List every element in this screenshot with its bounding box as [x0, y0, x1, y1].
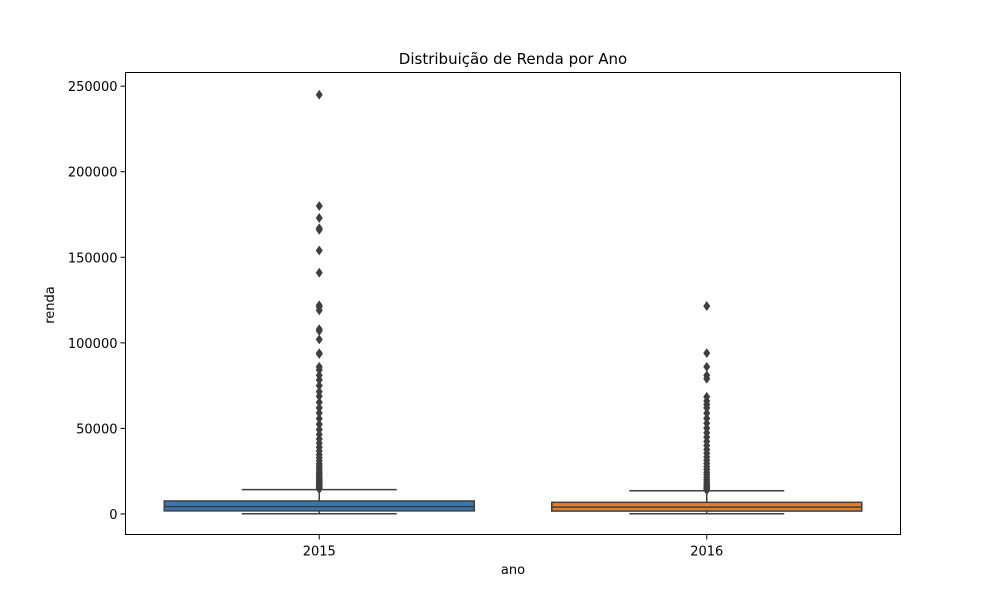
outlier-point: [315, 213, 323, 223]
outlier-point: [315, 223, 323, 234]
outlier-point: [315, 300, 323, 311]
outlier-point: [315, 408, 323, 418]
outlier-point: [703, 391, 711, 402]
outlier-point: [703, 301, 711, 311]
outlier-point: [315, 348, 323, 359]
y-tick-label: 200000: [68, 166, 118, 181]
y-tick-label: 50000: [76, 422, 117, 437]
box-group-2015: [163, 89, 475, 515]
outlier-point: [315, 424, 323, 435]
outlier-point: [315, 370, 323, 381]
x-tick-label: 2015: [303, 545, 336, 560]
box-group-2016: [551, 301, 863, 515]
outlier-point: [703, 348, 711, 359]
y-axis-label: renda: [43, 286, 58, 324]
outlier-point: [315, 361, 323, 372]
y-tick-label: 250000: [68, 80, 118, 95]
plot-area: [163, 89, 863, 515]
chart-title: Distribuição de Renda por Ano: [399, 50, 627, 68]
outlier-point: [703, 361, 711, 372]
outlier-point: [703, 408, 711, 419]
plot-frame: [125, 72, 901, 535]
outlier-point: [315, 402, 323, 413]
outlier-point: [315, 334, 323, 345]
outlier-point: [315, 419, 323, 430]
outlier-point: [315, 267, 323, 278]
outlier-point: [315, 386, 323, 397]
y-tick-label: 150000: [68, 251, 118, 266]
outlier-point: [315, 380, 323, 391]
y-tick-label: 100000: [68, 337, 118, 352]
outlier-point: [315, 397, 323, 408]
outlier-point: [315, 89, 323, 100]
x-tick-label: 2016: [690, 545, 723, 560]
outlier-point: [703, 418, 711, 429]
outlier-point: [315, 201, 323, 211]
outlier-point: [703, 370, 711, 381]
outlier-point: [315, 245, 323, 256]
x-axis-label: ano: [501, 563, 525, 578]
y-tick-label: 0: [109, 508, 117, 523]
outlier-point: [315, 324, 323, 335]
outlier-point: [315, 413, 323, 424]
outlier-point: [703, 413, 711, 424]
